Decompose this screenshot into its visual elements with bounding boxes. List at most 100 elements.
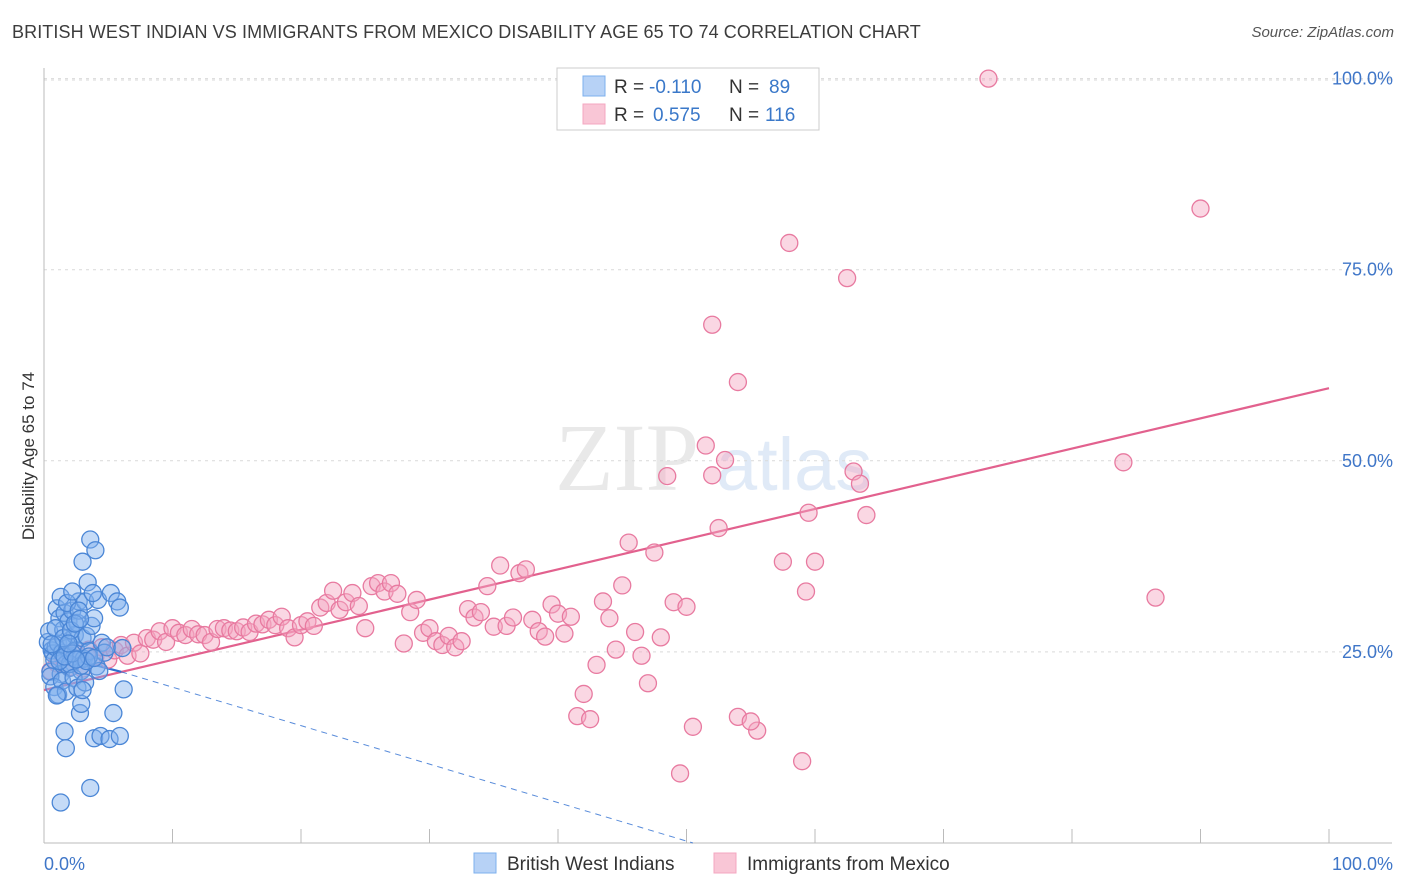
mexico-point-75 [523, 610, 542, 629]
mexico-point-84 [580, 710, 600, 729]
bwi-point-33 [84, 609, 104, 628]
bwi-point-89 [81, 778, 100, 798]
gridlines [44, 78, 1392, 653]
mexico-point-105 [799, 503, 818, 522]
mexico-point-81 [561, 607, 580, 626]
series-immigrants-from-mexico [41, 69, 1210, 783]
mexico-point-119 [979, 69, 998, 88]
mexico-point-90 [619, 533, 638, 552]
mexico-point-118 [837, 268, 857, 288]
x-axis-ticks [43, 829, 1330, 843]
mexico-point-68 [478, 577, 497, 596]
watermark-atlas: atlas [716, 423, 872, 506]
bwi-point-56 [81, 530, 100, 549]
mexico-point-94 [645, 543, 664, 562]
bwi-point-90 [110, 726, 129, 746]
watermark-zip: ZIP [555, 404, 699, 511]
y-tick-labels: 25.0% 50.0% 75.0% 100.0% [1332, 69, 1393, 662]
bwi-point-88 [51, 793, 70, 812]
bwi-point-80 [56, 739, 75, 758]
mexico-point-111 [857, 505, 876, 525]
mexico-point-120 [1114, 453, 1133, 472]
bwi-point-61 [54, 628, 73, 648]
mexico-point-98 [696, 436, 715, 455]
mexico-point-102 [748, 721, 767, 740]
mexico-point-100 [709, 518, 728, 538]
mexico-point-14 [131, 644, 150, 663]
mexico-point-48 [349, 596, 368, 616]
legend-r-label-pink: R = [614, 105, 644, 126]
mexico-point-113 [683, 717, 703, 736]
mexico-point-77 [536, 627, 555, 646]
mexico-point-99 [703, 466, 722, 485]
mexico-point-110 [850, 474, 870, 493]
bwi-point-24 [69, 592, 88, 611]
bwi-point-77 [114, 680, 133, 699]
mexico-point-54 [388, 584, 407, 603]
mexico-point-44 [323, 581, 343, 600]
bwi-point-54 [73, 552, 92, 571]
y-tick-label-2: 75.0% [1342, 260, 1393, 280]
bwi-point-39 [41, 667, 60, 686]
legend-r-value-blue: -0.110 [649, 77, 701, 98]
bwi-point-78 [47, 686, 66, 705]
mexico-point-36 [272, 607, 291, 626]
mexico-point-87 [600, 609, 619, 628]
mexico-point-83 [574, 684, 593, 704]
trend-line-immigrants-from-mexico [43, 387, 1330, 692]
mexico-point-55 [394, 634, 413, 653]
y-tick-label-1: 50.0% [1342, 451, 1393, 471]
mexico-point-86 [593, 592, 613, 611]
mexico-point-122 [1191, 199, 1210, 218]
bwi-point-69 [42, 635, 61, 654]
mexico-point-93 [638, 674, 658, 693]
mexico-point-108 [796, 582, 816, 601]
x-tick-label-min: 0.0% [44, 854, 85, 874]
y-tick-label-0: 25.0% [1342, 642, 1393, 662]
bottom-legend-label-blue: British West Indians [507, 854, 675, 875]
legend-swatch-pink [582, 103, 606, 125]
bwi-point-55 [78, 573, 97, 592]
legend-n-value-pink: 116 [765, 105, 795, 126]
bwi-point-64 [70, 609, 90, 629]
mexico-point-91 [625, 622, 645, 642]
legend-swatch-blue [582, 75, 606, 97]
mexico-point-57 [407, 590, 426, 610]
mexico-point-97 [677, 597, 696, 616]
trend-line-british-west-indians-extension [120, 671, 694, 844]
bottom-legend-swatch-blue [473, 852, 497, 874]
bwi-point-79 [55, 722, 74, 741]
mexico-point-114 [670, 764, 690, 783]
mexico-point-104 [773, 552, 793, 571]
bwi-point-52 [63, 582, 82, 601]
bottom-legend-label-pink: Immigrants from Mexico [747, 854, 950, 875]
legend-n-label-pink: N = [729, 105, 759, 126]
mexico-point-80 [555, 624, 574, 643]
mexico-point-53 [381, 573, 401, 593]
legend-n-label-blue: N = [729, 77, 759, 98]
mexico-point-78 [542, 595, 561, 614]
bottom-legend: British West Indians Immigrants from Mex… [473, 852, 950, 875]
bwi-point-81 [70, 703, 90, 723]
mexico-point-74 [516, 560, 536, 579]
mexico-point-106 [805, 552, 825, 571]
mexico-point-123 [741, 712, 760, 731]
bwi-point-83 [73, 680, 92, 700]
bwi-point-38 [97, 638, 117, 657]
bwi-point-76 [110, 598, 129, 617]
mexico-point-85 [587, 655, 606, 675]
mexico-point-88 [606, 640, 625, 659]
mexico-point-115 [703, 315, 722, 334]
mexico-point-49 [356, 619, 375, 638]
mexico-point-121 [1146, 588, 1165, 607]
x-tick-label-max: 100.0% [1332, 854, 1393, 874]
mexico-point-72 [503, 608, 523, 627]
y-axis-label: Disability Age 65 to 74 [19, 372, 38, 540]
mexico-point-64 [452, 632, 471, 651]
bwi-point-72 [84, 648, 104, 668]
mexico-point-69 [484, 617, 503, 636]
chart-title: BRITISH WEST INDIAN VS IMMIGRANTS FROM M… [12, 22, 921, 42]
mexico-point-70 [491, 556, 510, 575]
bwi-point-75 [113, 638, 132, 658]
